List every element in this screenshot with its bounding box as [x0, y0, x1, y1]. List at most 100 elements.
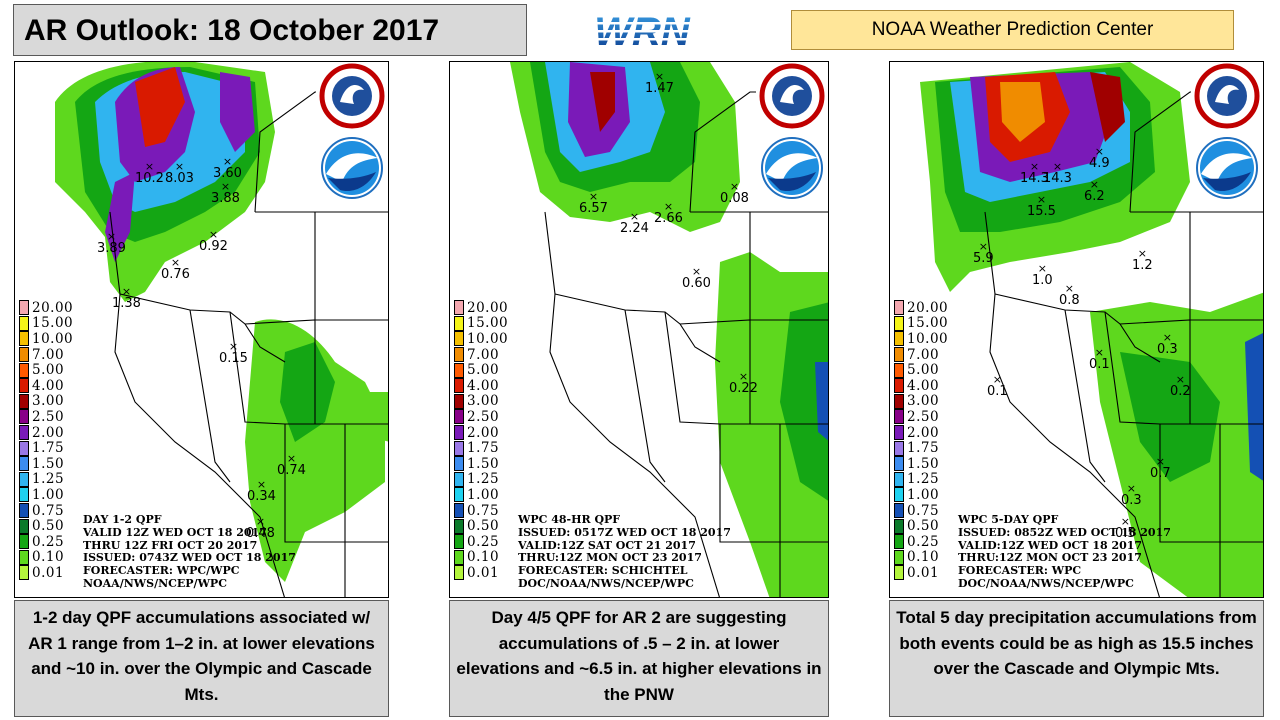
- legend-swatch: [19, 409, 29, 425]
- legend-item: 0.01: [454, 565, 499, 581]
- legend-swatch: [454, 331, 464, 347]
- legend-item: 0.01: [19, 565, 64, 581]
- legend-label: 15.00: [32, 315, 74, 332]
- legend-label: 3.00: [467, 393, 500, 410]
- legend-label: 0.25: [907, 533, 940, 550]
- legend-label: 5.00: [32, 362, 65, 379]
- marker-value: 0.76: [161, 267, 190, 282]
- legend-swatch: [894, 565, 904, 581]
- legend-label: 0.01: [467, 564, 500, 581]
- legend-swatch: [894, 487, 904, 503]
- legend-item: 0.10: [894, 549, 939, 565]
- legend-item: 0.25: [894, 534, 939, 550]
- marker-x-icon: ×: [588, 190, 599, 203]
- marker-value: 3.89: [97, 241, 126, 256]
- qpf-map: 20.00 15.00 10.00 7.00 5.00 4.00 3.00 2.50 2.00 1…: [889, 61, 1264, 598]
- legend-swatch: [894, 331, 904, 347]
- legend-label: 0.01: [907, 564, 940, 581]
- legend-swatch: [454, 549, 464, 565]
- legend-label: 1.00: [32, 486, 65, 503]
- legend-item: 7.00: [454, 347, 499, 363]
- marker-x-icon: ×: [1094, 145, 1104, 158]
- marker-x-icon: ×: [629, 210, 640, 223]
- precip-marker: × 0.74: [277, 452, 306, 478]
- forecast-info-line: VALID:12Z SAT OCT 21 2017: [518, 538, 696, 552]
- legend-label: 0.01: [32, 564, 65, 581]
- marker-x-icon: ×: [144, 160, 155, 173]
- legend-label: 10.00: [467, 330, 509, 347]
- legend-swatch: [894, 456, 904, 472]
- legend-label: 1.75: [32, 440, 65, 457]
- legend-label: 0.50: [32, 518, 65, 535]
- legend-swatch: [894, 409, 904, 425]
- legend-item: 1.50: [19, 456, 64, 472]
- legend-swatch: [19, 347, 29, 363]
- legend-item: 1.25: [19, 471, 64, 487]
- marker-x-icon: ×: [691, 265, 702, 278]
- legend-item: 3.00: [894, 393, 939, 409]
- legend-label: 2.00: [32, 424, 65, 441]
- precip-marker: × 0.3: [1157, 332, 1178, 357]
- forecast-info: WPC 48-HR QPF ISSUED: 0517Z WED OCT 18 20…: [518, 513, 731, 591]
- legend-item: 15.00: [19, 315, 74, 332]
- precip-marker: × 1.2: [1132, 248, 1153, 273]
- precip-marker: × 1.47: [645, 70, 674, 96]
- legend-item: 0.01: [894, 565, 939, 581]
- legend-label: 2.50: [907, 408, 940, 425]
- legend-label: 1.50: [907, 455, 940, 472]
- precip-marker: × 3.89: [97, 230, 126, 256]
- marker-x-icon: ×: [121, 285, 132, 298]
- marker-x-icon: ×: [1052, 160, 1063, 173]
- legend-item: 7.00: [894, 347, 939, 363]
- precip-marker: × 0.7: [1150, 456, 1171, 481]
- legend-item: 20.00: [19, 300, 73, 316]
- legend-item: 0.10: [454, 549, 499, 565]
- legend-item: 7.00: [19, 347, 64, 363]
- forecast-info-line: NOAA/NWS/NCEP/WPC: [83, 576, 227, 590]
- marker-x-icon: ×: [992, 373, 1002, 386]
- marker-x-icon: ×: [174, 160, 185, 173]
- legend-item: 0.10: [19, 549, 64, 565]
- legend-item: 2.50: [454, 409, 499, 425]
- legend-item: 1.25: [894, 471, 939, 487]
- marker-value: 0.7: [1150, 466, 1171, 481]
- legend-label: 10.00: [32, 330, 74, 347]
- legend-swatch: [454, 534, 464, 550]
- legend-swatch: [19, 471, 29, 487]
- legend-item: 1.75: [894, 440, 939, 456]
- marker-value: 0.34: [247, 489, 276, 504]
- precip-marker: × 1.0: [1032, 263, 1053, 288]
- marker-value: 1.47: [645, 81, 674, 96]
- marker-value: 0.60: [682, 276, 711, 291]
- legend-item: 4.00: [19, 378, 64, 394]
- legend-swatch: [454, 315, 464, 331]
- legend-swatch: [454, 471, 464, 487]
- precip-marker: × 15.5: [1027, 194, 1056, 219]
- legend-label: 4.00: [467, 377, 500, 394]
- forecast-info: WPC 5-DAY QPF ISSUED: 0852Z WED OCT 18 20…: [958, 513, 1171, 591]
- precip-map: [55, 62, 388, 597]
- precip-marker: × 0.60: [682, 265, 711, 291]
- marker-x-icon: ×: [286, 452, 297, 465]
- legend-item: 1.75: [19, 440, 64, 456]
- legend-swatch: [19, 565, 29, 581]
- legend-label: 0.25: [467, 533, 500, 550]
- marker-value: 3.60: [213, 166, 242, 181]
- forecast-info-line: FORECASTER: WPC/WPC: [83, 564, 240, 578]
- legend-swatch: [19, 362, 29, 378]
- forecast-info-line: ISSUED: 0852Z WED OCT 18 2017: [958, 525, 1171, 539]
- legend-label: 5.00: [907, 362, 940, 379]
- legend-swatch: [454, 487, 464, 503]
- forecast-info-line: THRU:12Z MON OCT 23 2017: [518, 551, 702, 565]
- legend-item: 0.50: [19, 518, 64, 534]
- marker-x-icon: ×: [654, 70, 665, 83]
- legend-swatch: [454, 347, 464, 363]
- precip-marker: × 14.3: [1020, 161, 1049, 186]
- precip-marker: × 0.5: [1115, 516, 1136, 541]
- legend-swatch: [894, 378, 904, 394]
- legend-item: 2.50: [19, 409, 64, 425]
- marker-x-icon: ×: [106, 230, 117, 243]
- marker-value: 0.22: [729, 381, 758, 396]
- legend-swatch: [19, 440, 29, 456]
- legend-label: 15.00: [467, 315, 509, 332]
